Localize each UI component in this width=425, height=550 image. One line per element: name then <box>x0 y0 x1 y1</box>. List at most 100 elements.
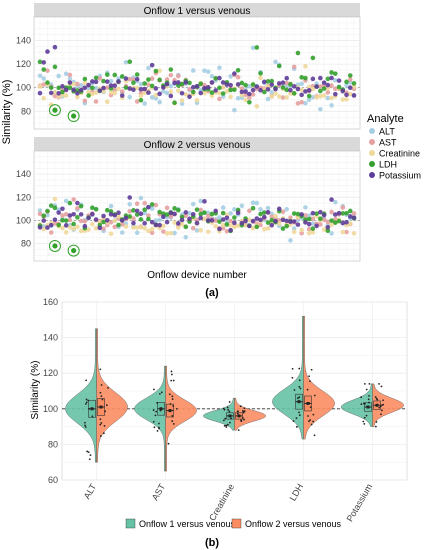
data-point-ldh <box>149 202 155 207</box>
data-point-ast <box>63 211 69 217</box>
data-point-ast <box>325 90 331 95</box>
jitter-point <box>171 414 174 417</box>
data-point-creatinine <box>303 64 308 69</box>
data-point-ldh <box>172 100 177 106</box>
data-point-ldh <box>168 67 174 72</box>
data-point-ldh <box>220 210 226 216</box>
data-point-creatinine <box>258 75 263 81</box>
data-point-potassium <box>213 88 218 93</box>
data-point-ast <box>52 93 58 99</box>
data-point-potassium <box>63 87 69 93</box>
data-point-potassium <box>119 93 125 98</box>
data-point-potassium <box>138 86 144 92</box>
data-point-ast <box>243 92 248 98</box>
data-point-potassium <box>67 80 73 85</box>
data-point-potassium <box>116 210 121 216</box>
data-point-potassium <box>217 75 222 81</box>
data-point-ast <box>161 229 166 234</box>
data-point-creatinine <box>321 93 327 98</box>
jitter-point <box>308 420 310 423</box>
mean-marker <box>297 400 301 404</box>
jitter-point <box>292 420 295 422</box>
data-point-ldh <box>306 216 312 222</box>
data-point-potassium <box>67 213 73 218</box>
jitter-point <box>313 434 316 437</box>
data-point-ldh <box>284 87 290 93</box>
data-point-creatinine <box>179 98 185 103</box>
data-point-ast <box>325 219 331 225</box>
jitter-point <box>170 373 173 376</box>
data-point-ldh <box>146 216 151 222</box>
y-tick-label: 80 <box>21 239 31 249</box>
data-point-ldh <box>56 85 61 91</box>
jitter-point <box>241 417 244 419</box>
data-point-potassium <box>276 81 282 86</box>
data-point-creatinine <box>288 91 293 96</box>
jitter-point <box>382 399 384 402</box>
data-point-ast <box>108 219 114 225</box>
data-point-creatinine <box>116 213 121 219</box>
data-point-ldh <box>321 86 327 91</box>
data-point-ast <box>280 209 286 215</box>
data-point-potassium <box>157 222 162 228</box>
circled-point <box>52 243 58 249</box>
jitter-point <box>298 414 301 417</box>
data-point-ast <box>97 76 103 81</box>
legend-label-creatinine: Creatinine <box>379 149 420 159</box>
data-point-ast <box>149 76 155 81</box>
data-point-ast <box>344 229 349 235</box>
jitter-point <box>87 451 90 454</box>
data-point-alt <box>78 82 84 88</box>
jitter-point <box>240 420 243 423</box>
jitter-point <box>222 419 225 422</box>
data-point-creatinine <box>235 223 241 229</box>
jitter-point <box>237 429 240 432</box>
data-point-ldh <box>232 215 237 220</box>
data-point-ast <box>75 81 80 87</box>
data-point-ldh <box>220 91 226 96</box>
mean-marker <box>99 405 103 409</box>
data-point-potassium <box>134 76 140 82</box>
data-point-ldh <box>82 76 88 82</box>
data-point-potassium <box>164 219 170 225</box>
data-point-ast <box>247 208 252 214</box>
data-point-ast <box>149 230 155 236</box>
data-point-potassium <box>48 90 54 96</box>
data-point-potassium <box>258 87 263 93</box>
data-point-potassium <box>131 87 136 93</box>
data-point-alt <box>273 59 278 65</box>
data-point-ast <box>288 215 293 220</box>
data-point-alt <box>67 76 73 81</box>
data-point-ldh <box>149 83 155 89</box>
data-point-ldh <box>37 59 43 65</box>
data-point-ldh <box>232 87 237 93</box>
jitter-point <box>153 388 155 391</box>
data-point-ldh <box>217 219 222 224</box>
jitter-point <box>243 418 245 421</box>
data-point-ast <box>235 74 241 80</box>
data-point-ldh <box>90 205 95 211</box>
mean-marker <box>366 405 370 409</box>
data-point-alt <box>303 100 308 106</box>
data-point-potassium <box>161 214 166 220</box>
jitter-point <box>86 450 89 453</box>
data-point-ldh <box>291 211 297 216</box>
data-point-potassium <box>97 225 103 231</box>
circled-point <box>52 107 58 113</box>
data-point-creatinine <box>217 90 222 96</box>
data-point-ldh <box>134 72 140 77</box>
data-point-ldh <box>131 208 136 213</box>
data-point-potassium <box>291 84 297 89</box>
data-point-alt <box>157 217 162 223</box>
mean-marker <box>375 403 379 407</box>
data-point-creatinine <box>90 221 95 227</box>
data-point-ldh <box>295 211 301 217</box>
data-point-ldh <box>112 72 118 78</box>
data-point-alt <box>194 228 200 233</box>
jitter-point <box>312 420 314 423</box>
jitter-point <box>298 396 301 399</box>
data-point-creatinine <box>276 221 282 226</box>
jitter-point <box>293 389 296 391</box>
jitter-point <box>382 403 385 406</box>
